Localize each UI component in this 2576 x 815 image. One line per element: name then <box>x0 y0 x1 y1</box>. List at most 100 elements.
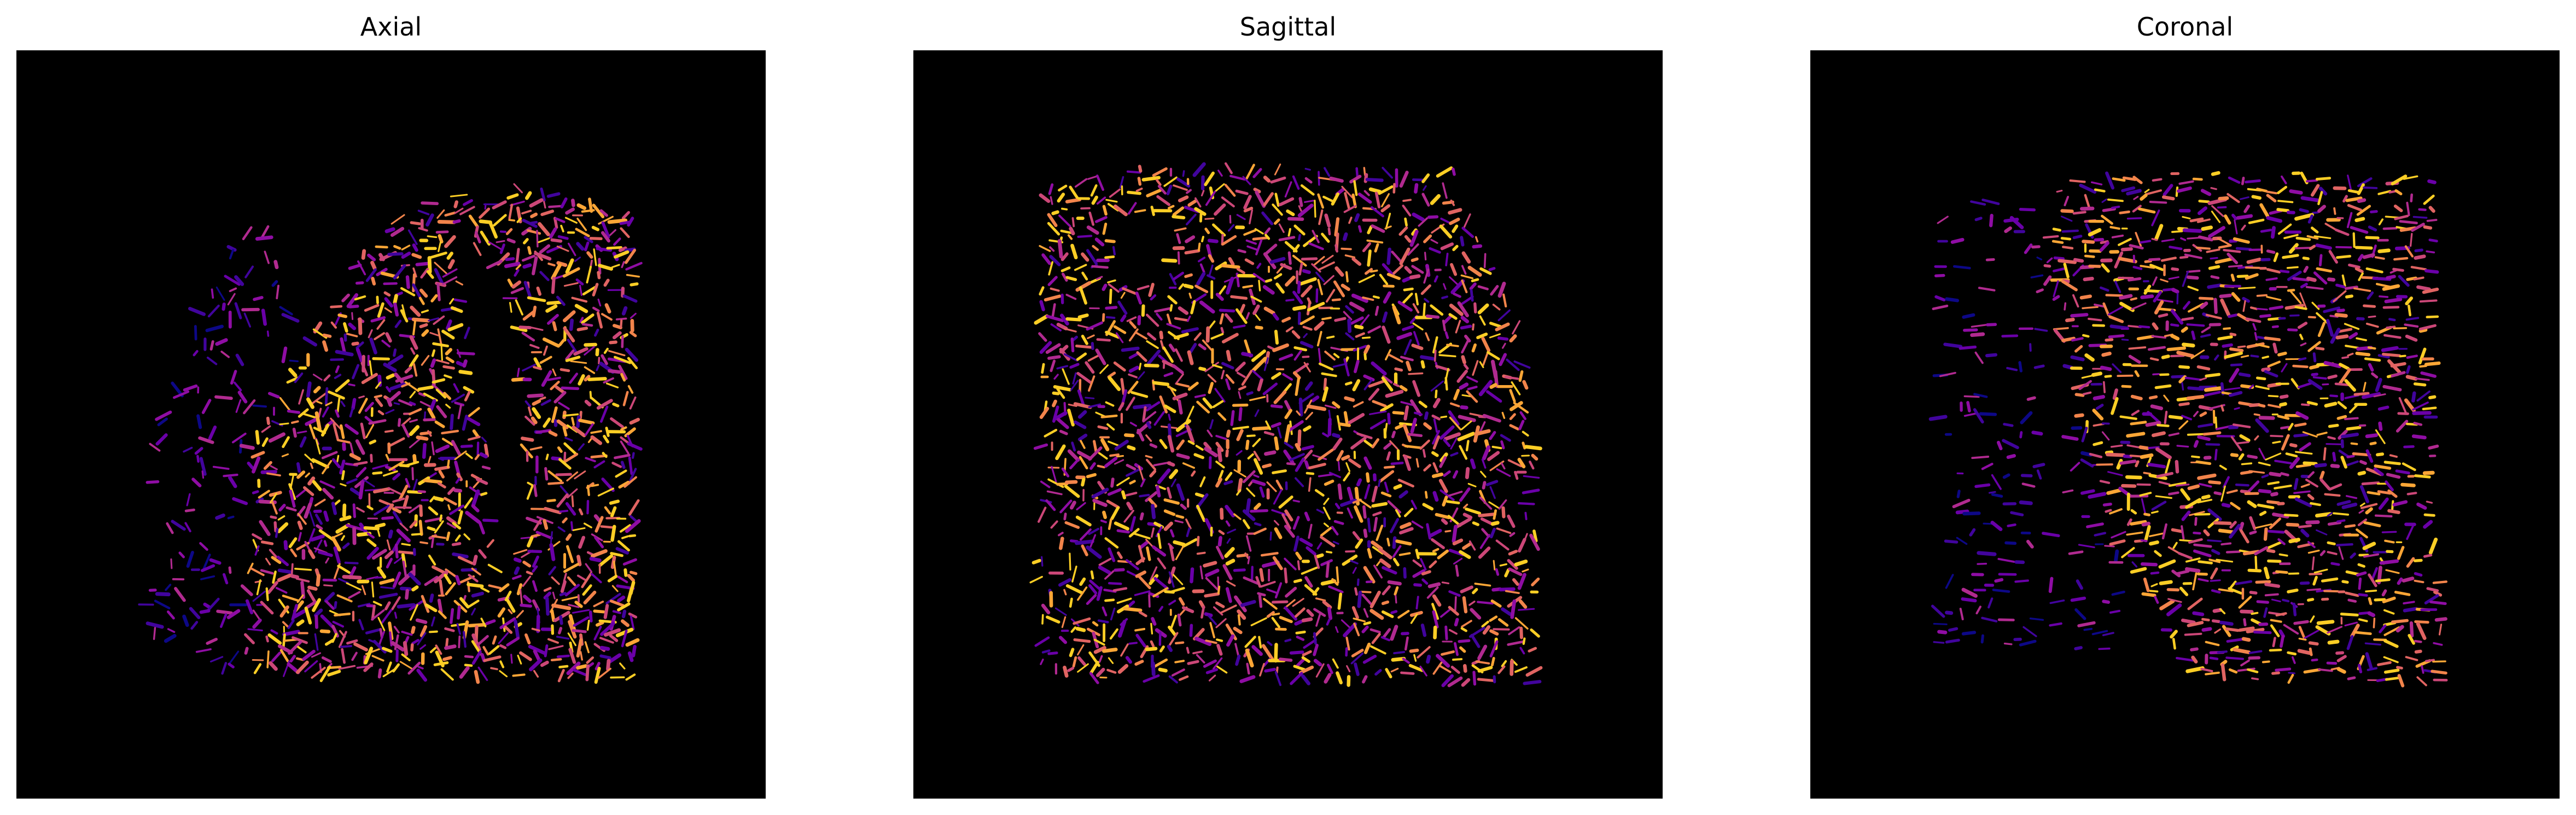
glyph-mark <box>2198 578 2209 583</box>
glyph-mark <box>260 540 274 545</box>
glyph-mark <box>621 306 628 316</box>
glyph-mark <box>524 415 535 426</box>
glyph-mark <box>265 587 269 602</box>
glyph-mark <box>1343 622 1357 638</box>
glyph-mark <box>2199 377 2207 381</box>
panel-coronal-image <box>1810 50 2560 799</box>
glyph-mark <box>1247 556 1250 564</box>
glyph-mark <box>1172 364 1184 374</box>
glyph-mark <box>1157 185 1167 195</box>
glyph-mark <box>429 331 439 336</box>
glyph-mark <box>2126 217 2142 220</box>
glyph-mark <box>526 485 534 500</box>
glyph-mark <box>2414 474 2431 479</box>
glyph-mark <box>2091 630 2108 636</box>
glyph-mark <box>444 573 452 585</box>
glyph-mark <box>1156 485 1161 498</box>
glyph-mark <box>1272 203 1283 216</box>
glyph-mark <box>445 404 451 409</box>
glyph-mark <box>184 522 191 533</box>
glyph-mark <box>1157 557 1167 569</box>
glyph-mark <box>2305 520 2320 525</box>
glyph-mark <box>295 660 309 674</box>
glyph-mark <box>2070 596 2087 602</box>
glyph-mark <box>1221 264 1240 269</box>
glyph-mark <box>1251 357 1267 372</box>
glyph-mark <box>1174 317 1189 322</box>
glyph-mark <box>2181 618 2196 625</box>
glyph-mark <box>1075 539 1094 545</box>
glyph-mark <box>504 261 521 269</box>
glyph-mark <box>2307 214 2313 224</box>
glyph-mark <box>2358 272 2364 281</box>
glyph-mark <box>1388 353 1403 363</box>
glyph-mark <box>1433 418 1438 433</box>
glyph-mark <box>1392 183 1396 194</box>
glyph-mark <box>1070 337 1075 353</box>
glyph-mark <box>565 356 581 362</box>
glyph-mark <box>2315 529 2328 535</box>
glyph-mark <box>2152 276 2158 286</box>
glyph-mark <box>1199 476 1206 487</box>
glyph-mark <box>325 401 333 406</box>
glyph-mark <box>1274 218 1280 225</box>
glyph-mark <box>1061 616 1066 628</box>
glyph-mark <box>386 557 393 569</box>
glyph-mark <box>576 664 588 670</box>
glyph-mark <box>1172 206 1185 217</box>
glyph-mark <box>506 637 520 647</box>
glyph-mark <box>1443 470 1451 477</box>
glyph-mark <box>1334 217 1340 237</box>
glyph-mark <box>1514 617 1529 630</box>
glyph-mark <box>1472 671 1477 686</box>
glyph-mark <box>552 368 557 376</box>
glyph-mark <box>2161 354 2170 359</box>
glyph-mark <box>1050 323 1062 331</box>
glyph-mark <box>1508 626 1520 636</box>
glyph-mark <box>1146 546 1151 561</box>
glyph-mark <box>1467 265 1482 277</box>
glyph-mark <box>625 261 643 271</box>
glyph-mark <box>2330 328 2341 344</box>
glyph-mark <box>2345 345 2359 349</box>
glyph-mark <box>1510 599 1517 619</box>
glyph-mark <box>1114 439 1129 451</box>
glyph-mark <box>570 360 587 364</box>
glyph-mark <box>498 632 509 644</box>
glyph-mark <box>2362 542 2376 550</box>
glyph-mark <box>2229 347 2244 352</box>
glyph-mark <box>457 510 463 525</box>
glyph-mark <box>340 337 347 355</box>
glyph-mark <box>1403 405 1409 421</box>
glyph-mark <box>1440 242 1454 251</box>
glyph-mark <box>1134 209 1146 213</box>
glyph-mark <box>544 644 549 657</box>
glyph-mark <box>446 252 453 260</box>
glyph-mark <box>1332 401 1341 409</box>
glyph-mark <box>1460 274 1474 280</box>
glyph-mark <box>2426 587 2439 592</box>
glyph-mark <box>234 302 242 319</box>
glyph-mark <box>1284 525 1295 538</box>
glyph-mark <box>2409 621 2414 638</box>
glyph-mark <box>1469 282 1477 290</box>
glyph-mark <box>1449 416 1462 431</box>
glyph-mark <box>1150 294 1157 301</box>
glyph-mark <box>331 502 337 515</box>
glyph-mark <box>1308 242 1324 251</box>
glyph-mark <box>1421 193 1430 207</box>
glyph-mark <box>354 295 366 301</box>
glyph-mark <box>315 439 321 455</box>
glyph-mark <box>1402 325 1414 331</box>
glyph-mark <box>209 656 224 663</box>
glyph-mark <box>1284 567 1288 584</box>
glyph-mark <box>2126 444 2142 449</box>
glyph-mark <box>2154 300 2164 315</box>
glyph-mark <box>2223 327 2231 330</box>
glyph-mark <box>1523 680 1542 685</box>
glyph-mark <box>1299 315 1315 325</box>
glyph-mark <box>1452 167 1456 176</box>
glyph-mark <box>1047 213 1058 228</box>
glyph-mark <box>2214 354 2219 361</box>
glyph-mark <box>1225 587 1232 603</box>
